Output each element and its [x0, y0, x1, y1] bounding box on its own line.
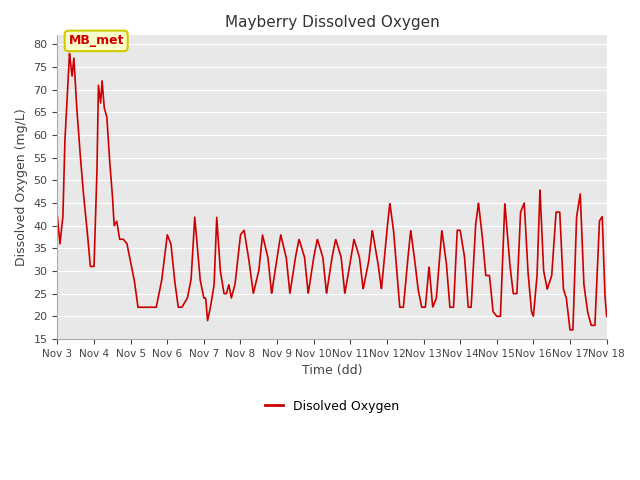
X-axis label: Time (dd): Time (dd)	[302, 364, 362, 377]
Legend: Disolved Oxygen: Disolved Oxygen	[260, 395, 404, 418]
Text: MB_met: MB_met	[68, 35, 124, 48]
Y-axis label: Dissolved Oxygen (mg/L): Dissolved Oxygen (mg/L)	[15, 108, 28, 266]
Title: Mayberry Dissolved Oxygen: Mayberry Dissolved Oxygen	[225, 15, 440, 30]
